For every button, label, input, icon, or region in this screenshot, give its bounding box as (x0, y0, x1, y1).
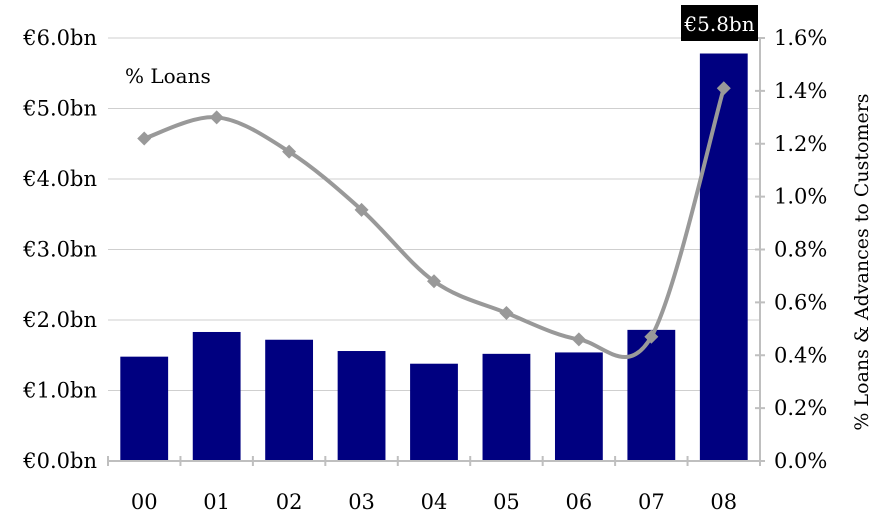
line-marker (716, 81, 731, 96)
x-axis-tick-label: 03 (348, 490, 375, 512)
right-axis-tick-label: 0.4% (774, 343, 827, 367)
left-axis-tick-label: €4.0bn (22, 167, 97, 191)
right-axis-tick-label: 1.2% (774, 132, 827, 156)
line-marker (282, 144, 297, 159)
right-axis-tick-labels: 0.0% 0.2% 0.4% 0.6% 0.8% 1.0% 1.2% 1.4% 1.6% (774, 26, 827, 473)
peak-value-callout: €5.8bn (683, 12, 754, 36)
x-axis-tick-label: 01 (203, 490, 230, 512)
bar (482, 353, 531, 461)
bar (192, 331, 241, 461)
x-axis-tick-label: 02 (276, 490, 303, 512)
bar (627, 329, 676, 461)
x-axis-tick-label: 05 (493, 490, 520, 512)
line-marker (354, 202, 369, 217)
peak-value-callout-box (681, 5, 758, 41)
right-axis-title: % Loans & Advances to Customers (851, 93, 872, 430)
left-axis-tick-label: €1.0bn (22, 379, 97, 403)
x-axis-tick-label: 07 (638, 490, 665, 512)
bar-series (120, 53, 748, 461)
bar (699, 53, 748, 461)
bar (554, 352, 603, 461)
line-marker (137, 131, 152, 146)
line-marker (499, 305, 514, 320)
left-axis-tick-label: €0.0bn (22, 449, 97, 473)
left-axis-tick-label: €5.0bn (22, 97, 97, 121)
right-axis-tick-label: 1.4% (774, 79, 827, 103)
right-axis-tick-label: 1.6% (774, 26, 827, 50)
bar (410, 363, 458, 461)
left-axis-tick-label: €6.0bn (22, 26, 97, 50)
axes (107, 37, 765, 466)
x-axis-tick-label: 00 (131, 490, 158, 512)
bar (265, 339, 314, 461)
right-axis-tick-label: 0.0% (774, 449, 827, 473)
x-axis-tick-label: 06 (566, 490, 593, 512)
right-axis-tick-label: 0.6% (774, 290, 827, 314)
bar (337, 351, 386, 461)
left-axis-tick-label: €3.0bn (22, 238, 97, 262)
line-series (137, 81, 731, 360)
line-marker (209, 110, 224, 125)
line-series-path (142, 86, 726, 360)
x-axis-tick-label: 04 (421, 490, 448, 512)
line-marker (427, 274, 441, 289)
bar (120, 356, 169, 461)
right-axis-tick-label: 0.2% (774, 396, 827, 420)
x-axis-tick-label: 08 (710, 490, 737, 512)
right-axis-tick-label: 0.8% (774, 238, 827, 262)
right-axis-tick-label: 1.0% (774, 185, 827, 209)
left-axis-tick-labels: €0.0bn €1.0bn €2.0bn €3.0bn €4.0bn €5.0bn €6.0… (22, 26, 97, 473)
line-marker (644, 329, 659, 344)
left-axis-tick-label: €2.0bn (22, 308, 97, 332)
line-series-label: % Loans (125, 64, 211, 88)
line-marker (571, 332, 586, 347)
x-axis-tick-labels: 00 01 02 03 04 05 06 07 08 (131, 490, 737, 512)
